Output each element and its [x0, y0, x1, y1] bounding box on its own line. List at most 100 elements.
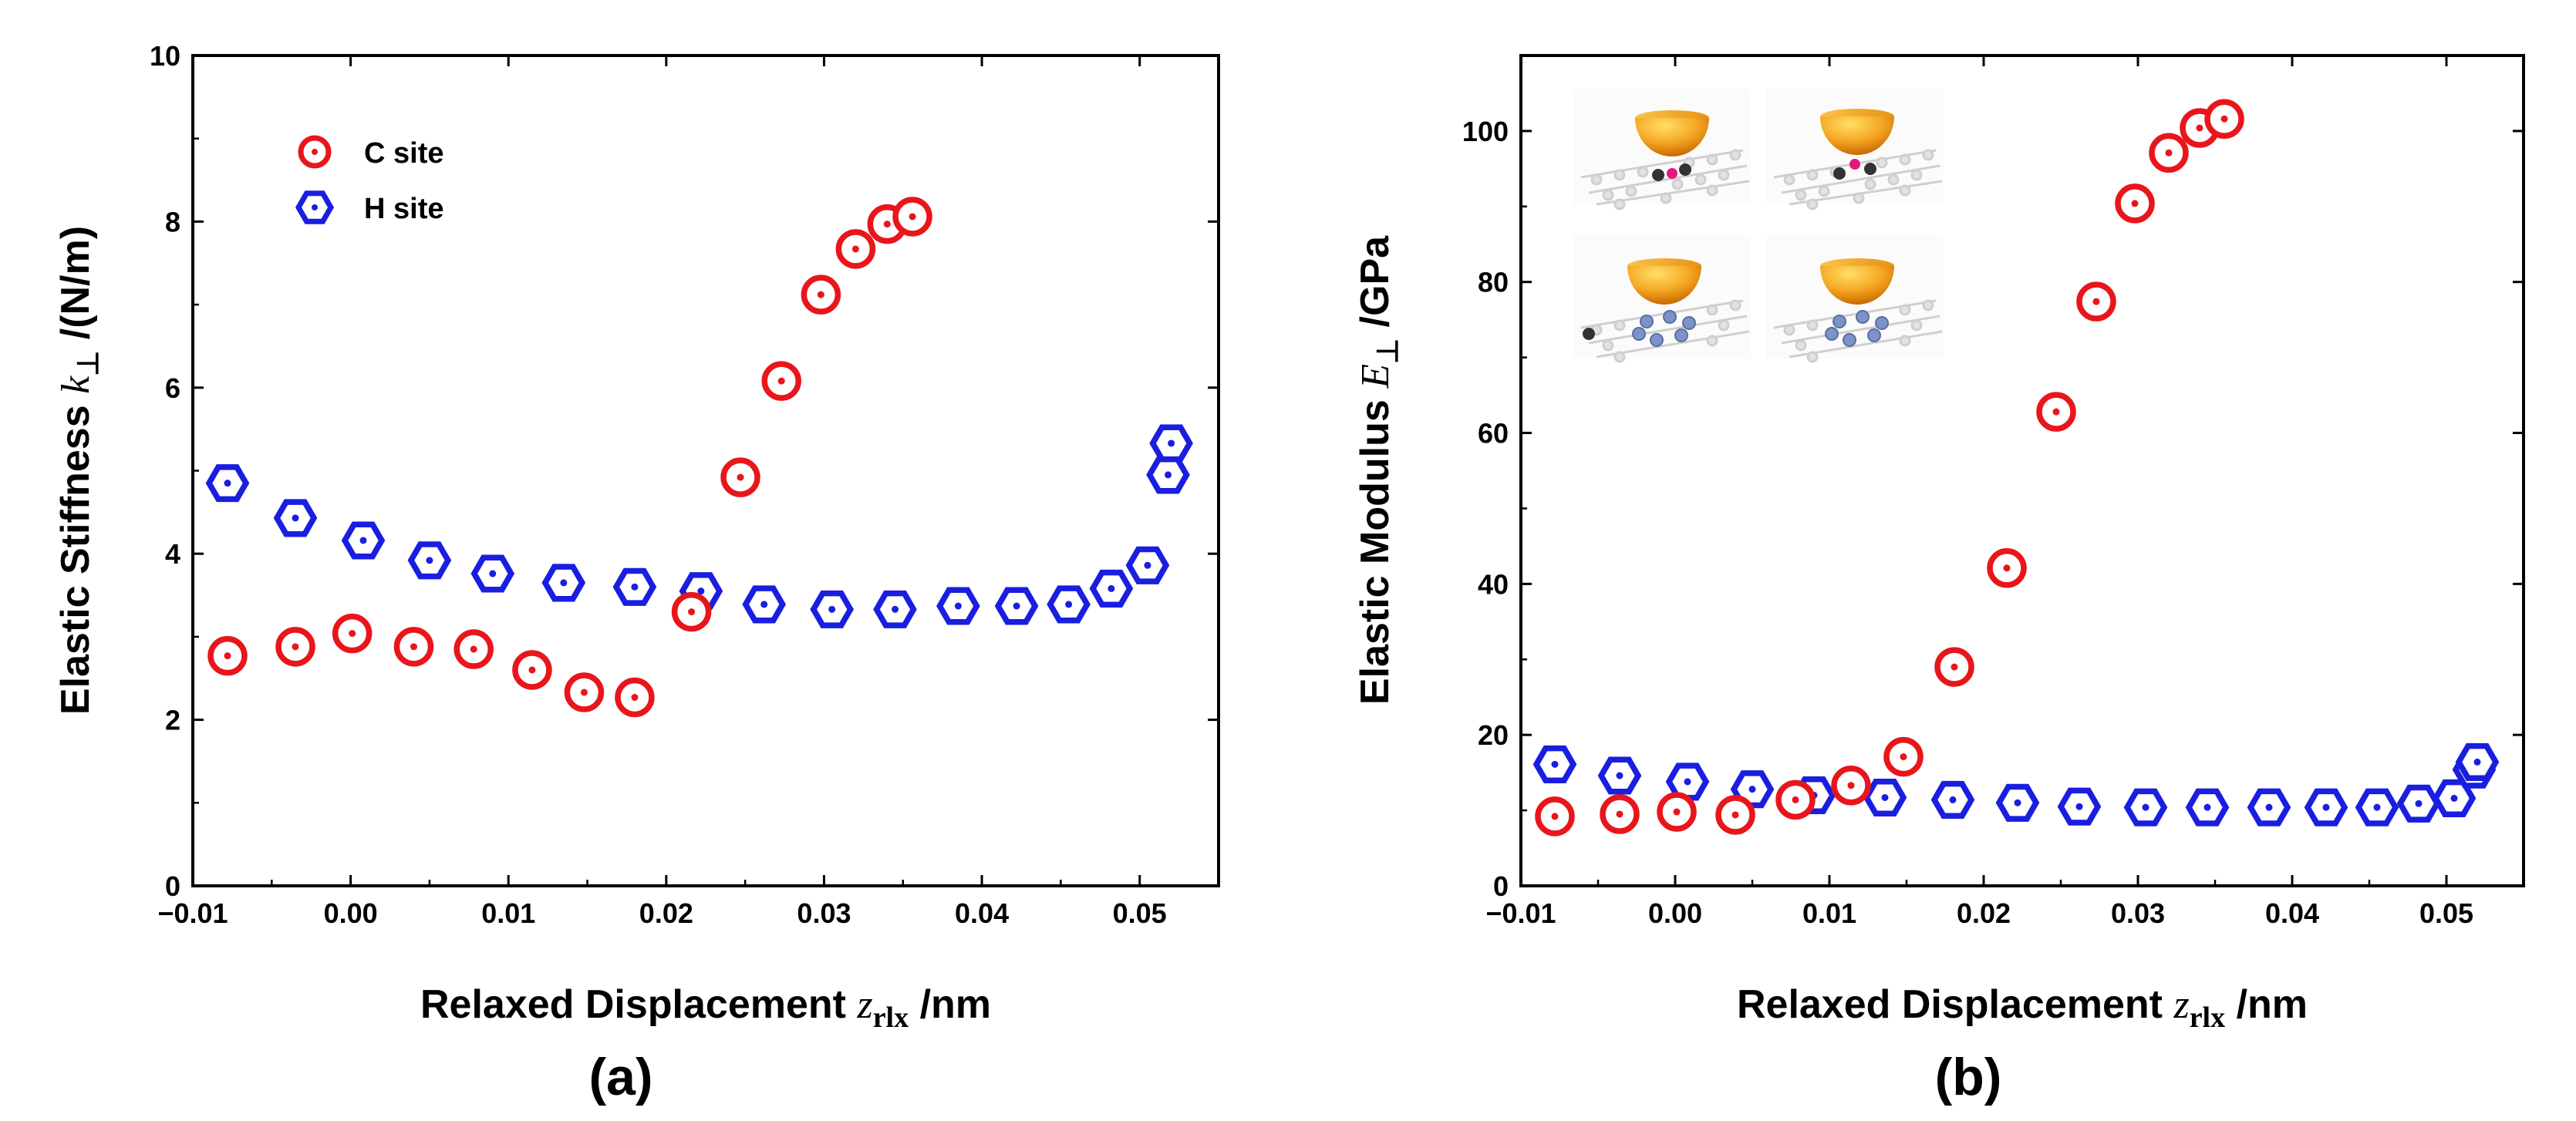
h-site-point-center — [1108, 584, 1115, 592]
y-tick-label: 10 — [150, 40, 180, 72]
y-tick-label: 2 — [165, 705, 180, 736]
c-site-point-center — [2131, 200, 2139, 207]
x-tick-label: 0.02 — [639, 897, 693, 929]
y-tick-label: 20 — [1478, 719, 1509, 751]
x-tick-label: 0.01 — [481, 897, 535, 929]
inset-c-site-top — [1766, 89, 1944, 210]
h-site-point-center — [631, 583, 639, 591]
h-site-point-center — [2014, 799, 2021, 806]
h-site-point-center — [892, 605, 899, 613]
legend-label-c-site: C site — [364, 137, 443, 170]
h-site-point-center — [1013, 602, 1020, 610]
x-tick-label: 0.04 — [955, 897, 1009, 929]
data-points — [205, 197, 1193, 718]
h-site-point-center — [292, 514, 299, 522]
h-site-point-center — [560, 579, 568, 587]
h-site-point-center — [489, 570, 497, 577]
x-tick-label: 0.03 — [797, 897, 851, 929]
c-site-point-center — [2052, 408, 2060, 416]
h-site-point-center — [2415, 800, 2423, 807]
plot-frame — [191, 54, 1220, 887]
c-site-point-center — [224, 652, 231, 660]
c-site-point-center — [777, 377, 785, 385]
h-site-point-center — [697, 587, 705, 595]
x-axis: −0.01 0.00 0.01 0.02 0.03 0.04 0.05 — [157, 56, 1220, 929]
y-axis: 0 2 4 6 8 10 — [150, 40, 1219, 902]
c-site-point-center — [1616, 810, 1623, 818]
h-site-point-center — [1881, 793, 1889, 801]
c-site-point-center — [2092, 298, 2100, 305]
y-axis-label: Elastic Stiffness k⊥ /(N/m) — [53, 226, 105, 715]
h-site-point-center — [1949, 796, 1957, 803]
h-site-point-center — [2075, 803, 2083, 810]
data-points — [1532, 99, 2500, 837]
c-site-point-center — [528, 666, 536, 674]
x-tick-label: 0.02 — [1957, 897, 2011, 929]
legend-marker-c-site — [298, 135, 332, 169]
c-site-point-center — [1792, 796, 1799, 803]
y-axis: 0 20 40 60 80 100 — [1462, 54, 2524, 902]
h-site-point-center — [1168, 439, 1175, 447]
h-site-point-center — [1616, 772, 1623, 779]
h-site-point-center — [426, 557, 433, 564]
panel-label-a: (a) — [588, 1048, 652, 1106]
y-tick-label: 100 — [1462, 116, 1509, 147]
inset-illustrations — [1573, 89, 1944, 363]
y-tick-label: 4 — [165, 538, 180, 570]
x-tick-label: −0.01 — [1485, 897, 1556, 929]
y-axis-label: Elastic Modulus E⊥ /GPa — [1353, 235, 1404, 705]
c-site-point-center — [688, 608, 696, 616]
c-site-point-center — [2220, 115, 2228, 123]
y-tick-label: 0 — [165, 870, 180, 902]
x-axis-label: Relaxed Displacement zrlx /nm — [420, 982, 991, 1034]
h-site-point-center — [828, 605, 836, 613]
panel-a-chart: −0.01 0.00 0.01 0.02 0.03 0.04 0.05 0 2 4 6 8 10 C … — [53, 40, 1220, 1106]
y-tick-label: 6 — [165, 372, 180, 404]
c-site-point-center — [851, 245, 859, 253]
inset-c-site-bond — [1573, 89, 1751, 210]
legend-marker-h-site — [295, 190, 335, 224]
legend-marker-c-site-dot — [312, 149, 318, 155]
panel-label-b: (b) — [1935, 1048, 2002, 1106]
c-site-point-center — [470, 645, 477, 653]
h-site-point-center — [2265, 803, 2273, 811]
y-tick-label: 40 — [1478, 568, 1509, 600]
x-tick-label: 0.04 — [2265, 897, 2319, 929]
c-site-point-center — [817, 291, 824, 298]
c-site-point-center — [580, 688, 588, 696]
x-tick-label: 0.03 — [2111, 897, 2165, 929]
h-site-point-center — [954, 602, 962, 610]
h-site-point-center — [2373, 803, 2381, 811]
legend: C site H site — [295, 135, 443, 225]
panel-b-chart: −0.01 0.00 0.01 0.02 0.03 0.04 0.05 0 20 40 60 80 1… — [1353, 54, 2525, 1106]
c-site-point-center — [410, 643, 417, 651]
c-site-point-center — [737, 473, 744, 481]
c-site-point-center — [883, 220, 891, 228]
inset-h-site-a — [1573, 235, 1751, 363]
x-tick-label: 0.05 — [1113, 897, 1167, 929]
h-site-point-center — [224, 480, 231, 487]
h-site-point-center — [1144, 561, 1151, 569]
legend-marker-h-site-dot — [312, 204, 318, 210]
h-site-point-center — [1551, 760, 1559, 768]
y-tick-label: 0 — [1493, 870, 1509, 902]
c-site-point-center — [2165, 149, 2173, 157]
c-site-point-center — [1551, 813, 1559, 820]
c-site-point-center — [631, 694, 639, 702]
h-site-point-center — [1165, 471, 1172, 479]
x-tick-label: 0.00 — [1648, 897, 1702, 929]
c-site-point-center — [1951, 663, 1958, 671]
c-site-point-center — [1847, 782, 1855, 789]
inset-h-site-b — [1766, 235, 1944, 363]
c-site-point-center — [1900, 753, 1907, 761]
h-site-point-center — [1684, 778, 1691, 786]
h-site-point-center — [2142, 803, 2149, 811]
c-site-point-center — [909, 213, 916, 220]
y-tick-label: 8 — [165, 206, 180, 237]
x-axis: −0.01 0.00 0.01 0.02 0.03 0.04 0.05 — [1485, 56, 2525, 929]
x-tick-label: 0.05 — [2419, 897, 2473, 929]
h-site-point-center — [2450, 794, 2458, 802]
c-site-point-center — [2196, 124, 2203, 132]
c-site-point-center — [1673, 808, 1681, 816]
